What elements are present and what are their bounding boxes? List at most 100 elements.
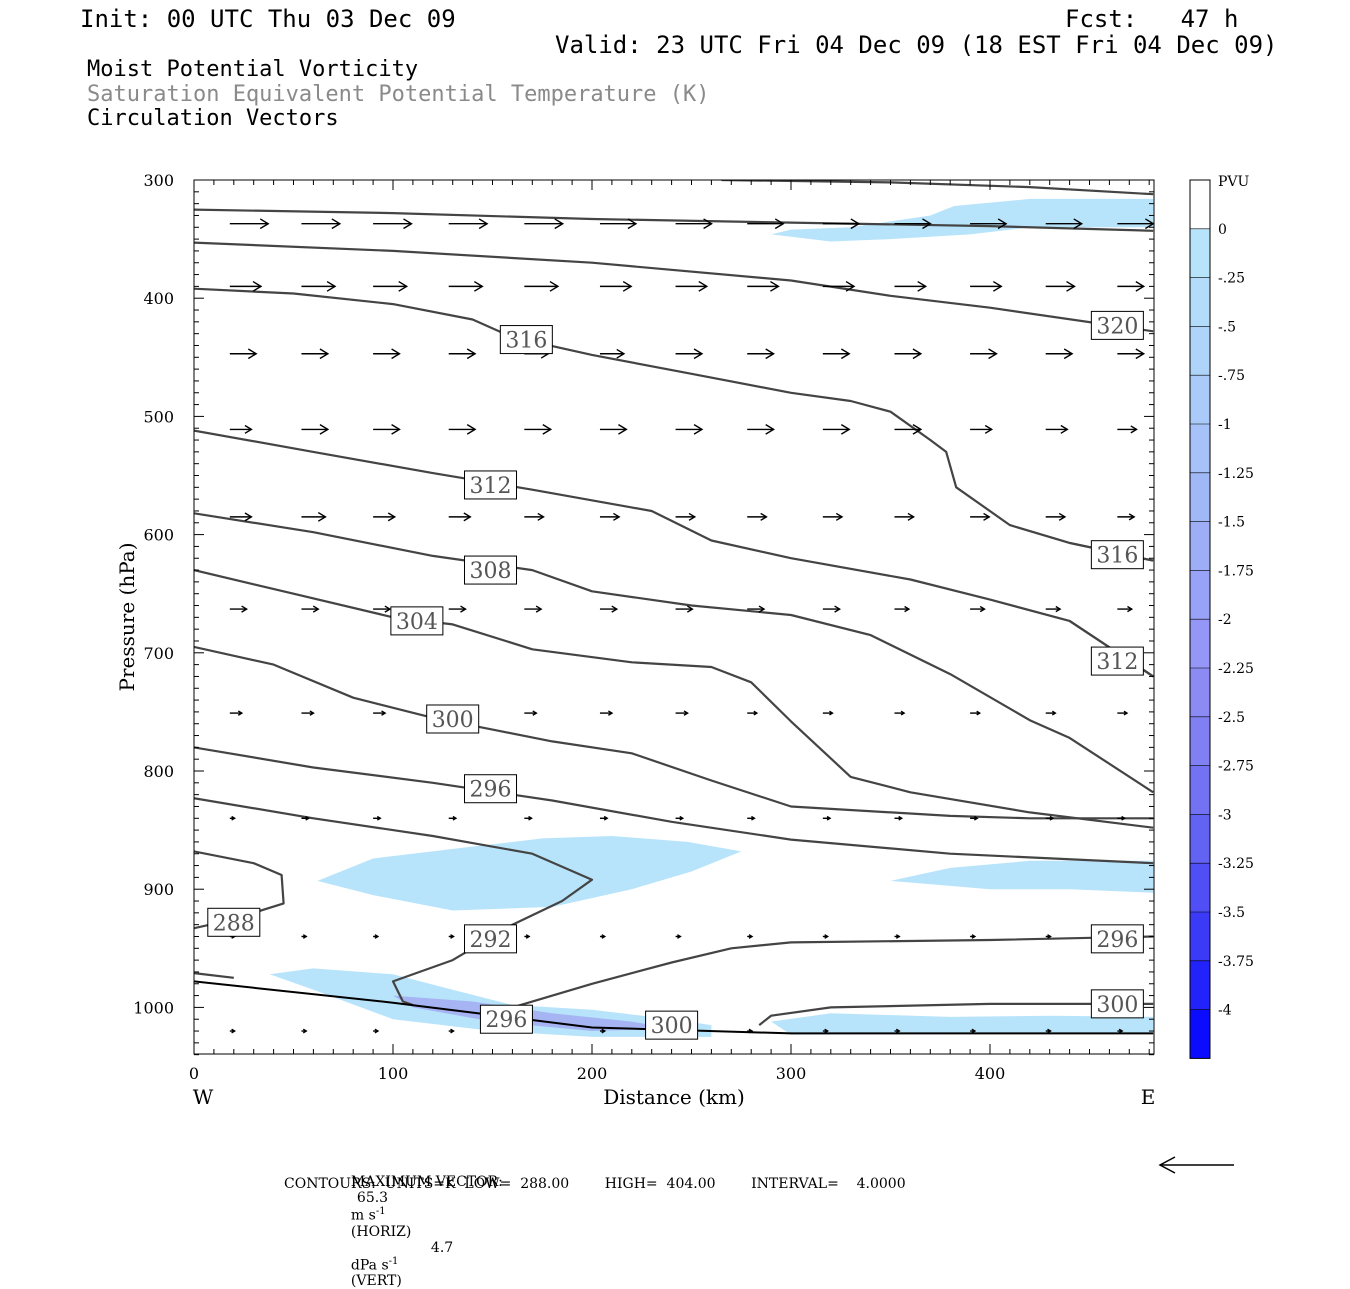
circulation-vector — [822, 512, 844, 521]
vector-head — [244, 512, 253, 522]
pv-colorbar: 0 -.25 -.5 -.75 -1 -1.25 -1.5 -1.75 -2 -2.25 -2.5 -… — [1189, 179, 1254, 1059]
contour-label-box — [1090, 540, 1144, 570]
contour-label: 320 — [1090, 310, 1144, 340]
circulation-vector — [970, 424, 994, 434]
vector-head — [326, 280, 337, 292]
contour-label-box — [645, 1010, 699, 1040]
vector-head — [1055, 605, 1062, 613]
vector-head — [1121, 815, 1126, 821]
theta-contour-line — [194, 797, 594, 1007]
vector-head — [973, 815, 979, 821]
vector-head — [525, 934, 531, 939]
vector-head — [384, 605, 392, 613]
circulation-vector — [229, 424, 253, 434]
terrain-line — [194, 980, 1154, 1035]
circulation-vector — [747, 815, 756, 821]
vector-head — [845, 280, 856, 292]
circulation-vector — [524, 605, 543, 613]
y-axis-title: Pressure (hPa) — [115, 543, 139, 692]
circulation-vector — [894, 348, 923, 360]
circulation-vector — [301, 605, 320, 613]
vector-head — [834, 605, 842, 613]
circulation-vector — [373, 934, 380, 939]
vector-head — [1058, 512, 1067, 521]
circulation-vector — [599, 218, 638, 230]
circulation-vector — [599, 815, 609, 821]
circulation-vector — [1117, 1028, 1124, 1034]
theta-contour-line — [512, 935, 1154, 1009]
colorbar-label: -2.5 — [1218, 710, 1245, 726]
vector-head — [829, 710, 834, 716]
circulation-vector — [675, 934, 682, 939]
vector-head — [850, 218, 861, 230]
colorbar-swatch — [1190, 180, 1210, 229]
vector-head — [259, 218, 270, 230]
circulation-vector — [822, 710, 834, 716]
vector-head — [979, 605, 986, 613]
circulation-vector — [970, 512, 991, 521]
circulation-vector — [1117, 605, 1134, 613]
vector-head — [677, 934, 682, 939]
circulation-vector — [599, 512, 621, 521]
circulation-vector — [301, 280, 337, 292]
contour-label-text: 316 — [505, 329, 547, 354]
circulation-vector — [301, 511, 327, 522]
circulation-vector — [301, 424, 330, 435]
theta-contour-line — [194, 645, 1154, 820]
vector-head — [398, 280, 409, 292]
colorbar-label: -1.25 — [1218, 466, 1254, 482]
vector-head — [532, 710, 538, 716]
circulation-vector — [448, 280, 484, 292]
max-horiz-unit: m s — [350, 1207, 376, 1224]
vector-head — [618, 424, 628, 435]
colorbar-swatch — [1190, 716, 1210, 766]
vector-head — [758, 605, 766, 613]
contour-label-text: 296 — [1096, 928, 1138, 953]
colorbar-swatch — [1190, 814, 1210, 864]
circulation-vector — [1117, 425, 1138, 434]
circulation-vector — [1045, 934, 1052, 939]
vector-head — [1130, 425, 1138, 434]
circulation-vector — [1045, 1028, 1052, 1034]
vector-head — [917, 280, 928, 292]
vector-head — [1063, 348, 1074, 360]
vector-head — [473, 280, 484, 292]
colorbar-label: -1 — [1218, 417, 1232, 433]
theta-contour-line — [194, 972, 234, 979]
vector-head — [319, 348, 330, 360]
vector-head — [922, 218, 932, 230]
colorbar-swatch — [1190, 424, 1210, 473]
circulation-vector — [229, 218, 270, 230]
circulation-vector — [1045, 710, 1057, 716]
vector-head — [1060, 424, 1069, 434]
vector-head — [542, 424, 553, 435]
vector-head — [824, 1028, 830, 1034]
contour-label-text: 300 — [432, 708, 474, 733]
vector-head — [751, 815, 756, 821]
colorbar-title: PVU — [1218, 174, 1250, 190]
contour-label-box — [1090, 310, 1144, 340]
contour-label-box — [390, 606, 444, 636]
max-vert-exp: -1 — [388, 1255, 399, 1267]
x-tick-label: 200 — [577, 1064, 608, 1083]
contour-label-box — [464, 774, 518, 804]
vector-head — [748, 934, 754, 939]
vector-head — [603, 815, 609, 821]
vector-head — [607, 710, 614, 716]
circulation-vector — [970, 218, 1008, 230]
circulation-vector — [747, 605, 766, 613]
circulation-vector — [747, 934, 754, 939]
circulation-vector — [599, 710, 614, 716]
vector-head — [840, 348, 851, 360]
colorbar-label: 0 — [1218, 222, 1227, 238]
contour-label: 308 — [464, 555, 518, 585]
circulation-vector — [894, 280, 928, 292]
vector-head — [748, 1028, 754, 1034]
circulation-vector — [524, 512, 545, 521]
colorbar-label: -4 — [1218, 1003, 1232, 1019]
vector-head — [302, 1028, 308, 1034]
circulation-vector — [822, 218, 861, 230]
vector-head — [622, 280, 633, 292]
circulation-vector — [524, 218, 565, 230]
colorbar-label: -2 — [1218, 612, 1232, 628]
